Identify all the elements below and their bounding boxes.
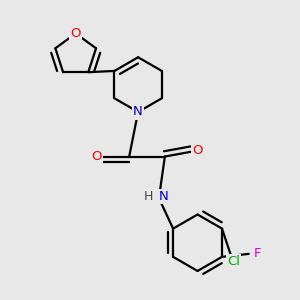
Text: O: O	[70, 27, 81, 40]
Text: N: N	[133, 106, 143, 118]
Text: Cl: Cl	[227, 255, 240, 268]
Text: F: F	[254, 248, 261, 260]
Text: O: O	[91, 150, 102, 163]
Text: O: O	[192, 144, 203, 157]
Text: N: N	[158, 190, 168, 203]
Text: H: H	[144, 190, 153, 203]
